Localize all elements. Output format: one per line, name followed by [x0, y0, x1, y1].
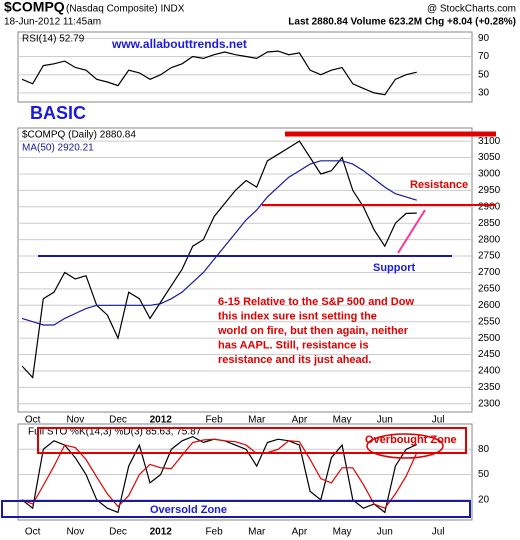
x-tick-label: 2012 [150, 415, 173, 426]
y-tick-label: 20 [478, 494, 490, 505]
date: 18-Jun-2012 11:45am [4, 17, 101, 28]
x-tick-label: Jul [432, 415, 445, 426]
y-tick-label: 2800 [478, 234, 501, 245]
resistance-label: Resistance [410, 179, 468, 191]
legend-entry: RSI(14) 52.79 [22, 34, 85, 45]
series-line [21, 50, 417, 96]
note-line: world on fire, but then again, neither [217, 325, 409, 337]
x-tick-label: Jul [432, 527, 445, 538]
note-line: 6-15 Relative to the S&P 500 and Dow [218, 296, 414, 308]
x-tick-label: Oct [25, 527, 41, 538]
y-tick-label: 70 [478, 51, 490, 62]
overbought-label: Overbought Zone [365, 434, 457, 446]
y-tick-label: 2750 [478, 251, 501, 262]
note-line: has AAPL. Still, resistance is [218, 339, 369, 351]
x-tick-label: Nov [66, 415, 84, 426]
symbol-name: (Nasdaq Composite) INDX [66, 4, 185, 15]
trend-line [397, 209, 426, 254]
legend-entry: $COMPQ (Daily) 2880.84 [22, 130, 136, 141]
support-label: Support [373, 262, 415, 274]
series-line [21, 140, 417, 379]
y-tick-label: 2550 [478, 316, 501, 327]
panel [17, 127, 473, 413]
x-tick-label: Feb [205, 527, 223, 538]
quote: Last 2880.84 Volume 623.2M Chg +8.04 (+0… [288, 17, 516, 28]
x-tick-label: Apr [292, 415, 308, 426]
y-tick-label: 2700 [478, 267, 501, 278]
y-tick-label: 3000 [478, 169, 501, 180]
source: @ StockCharts.com [427, 4, 516, 15]
x-tick-label: Jun [377, 527, 393, 538]
highlight-ellipse [366, 433, 444, 459]
x-tick-label: Feb [205, 415, 223, 426]
series-line [21, 160, 417, 326]
panel [17, 31, 473, 103]
y-tick-label: 50 [478, 69, 490, 80]
series-line [21, 438, 418, 509]
x-tick-label: May [333, 527, 352, 538]
y-tick-label: 2500 [478, 333, 501, 344]
overbought-box [37, 427, 467, 454]
y-tick-label: 2950 [478, 185, 501, 196]
x-tick-label: Oct [25, 415, 41, 426]
site-url: www.allabouttrends.net [111, 37, 247, 51]
x-tick-label: 2012 [150, 527, 173, 538]
y-tick-label: 2400 [478, 366, 501, 377]
y-tick-label: 30 [478, 88, 490, 99]
y-tick-label: 90 [478, 33, 490, 44]
y-tick-label: 2650 [478, 284, 501, 295]
y-tick-label: 2850 [478, 218, 501, 229]
y-tick-label: 2600 [478, 300, 501, 311]
y-tick-label: 2350 [478, 382, 501, 393]
x-tick-label: Nov [66, 527, 84, 538]
y-tick-label: 2300 [478, 398, 501, 409]
y-tick-label: 80 [478, 444, 490, 455]
note-line: this index sure isnt setting the [218, 310, 377, 322]
y-tick-label: 2450 [478, 349, 501, 360]
symbol: $COMPQ [4, 0, 65, 15]
y-tick-label: 3050 [478, 152, 501, 163]
x-tick-label: Apr [292, 527, 308, 538]
x-tick-label: Mar [248, 415, 266, 426]
y-tick-label: 50 [478, 469, 490, 480]
x-tick-label: Jun [377, 415, 393, 426]
x-tick-label: Dec [109, 415, 127, 426]
note-line: resistance and its just ahead. [218, 354, 371, 366]
x-tick-label: May [333, 415, 352, 426]
legend-entry: MA(50) 2920.21 [22, 143, 94, 154]
oversold-box [1, 500, 471, 518]
style-label: BASIC [30, 103, 86, 123]
y-tick-label: 3100 [478, 136, 501, 147]
x-tick-label: Mar [248, 527, 266, 538]
panel-title: Full STO %K(14,3) %D(3) 85.63, 75.87 [28, 427, 202, 438]
oversold-label: Oversold Zone [150, 504, 227, 516]
y-tick-label: 2900 [478, 201, 501, 212]
x-tick-label: Dec [109, 527, 127, 538]
